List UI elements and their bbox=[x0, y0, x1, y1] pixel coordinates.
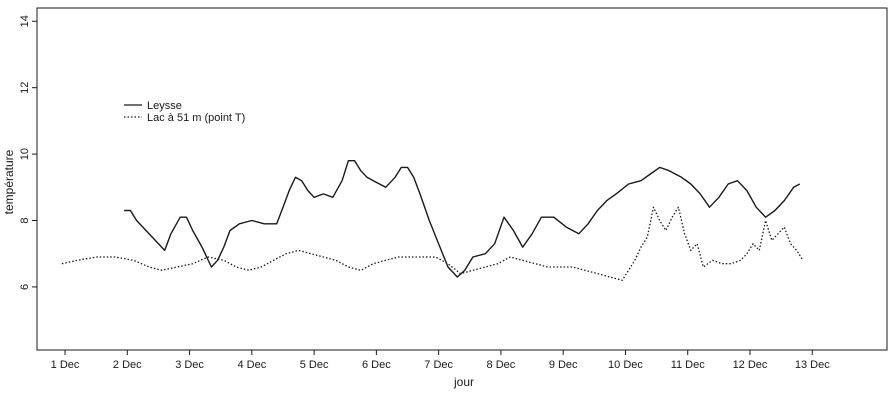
x-tick-label-4: 4 Dec bbox=[237, 359, 266, 371]
y-axis: 6 8 10 12 14 bbox=[19, 15, 37, 290]
y-tick-label-6: 6 bbox=[19, 284, 31, 290]
x-tick-label-6: 6 Dec bbox=[362, 359, 391, 371]
x-axis-title: jour bbox=[453, 375, 474, 389]
x-tick-label-1: 1 Dec bbox=[51, 359, 80, 371]
x-tick-label-9: 9 Dec bbox=[549, 359, 578, 371]
series-line-leysse bbox=[124, 160, 801, 278]
plot-frame bbox=[36, 7, 888, 351]
y-tick-label-14: 14 bbox=[19, 15, 31, 27]
x-tick-label-13: 13 Dec bbox=[795, 359, 830, 371]
y-axis-title: température bbox=[2, 149, 16, 214]
x-tick-label-3: 3 Dec bbox=[175, 359, 204, 371]
series-line-lac bbox=[61, 206, 804, 281]
x-tick-label-10: 10 Dec bbox=[608, 359, 643, 371]
y-tick-label-8: 8 bbox=[19, 217, 31, 223]
x-tick-label-2: 2 Dec bbox=[113, 359, 142, 371]
legend-label-leysse: Leysse bbox=[147, 100, 182, 112]
legend: Leysse Lac à 51 m (point T) bbox=[124, 100, 245, 124]
x-tick-label-11: 11 Dec bbox=[671, 359, 706, 371]
series-layer bbox=[61, 160, 804, 281]
x-tick-label-8: 8 Dec bbox=[487, 359, 516, 371]
y-tick-label-10: 10 bbox=[19, 148, 31, 160]
x-tick-label-7: 7 Dec bbox=[424, 359, 453, 371]
x-tick-label-5: 5 Dec bbox=[300, 359, 329, 371]
x-tick-label-12: 12 Dec bbox=[733, 359, 768, 371]
legend-label-lac: Lac à 51 m (point T) bbox=[147, 112, 245, 124]
x-axis: 1 Dec 2 Dec 3 Dec 4 Dec 5 Dec 6 Dec 7 Dec 8 Dec… bbox=[51, 350, 830, 371]
y-tick-label-12: 12 bbox=[19, 82, 31, 94]
